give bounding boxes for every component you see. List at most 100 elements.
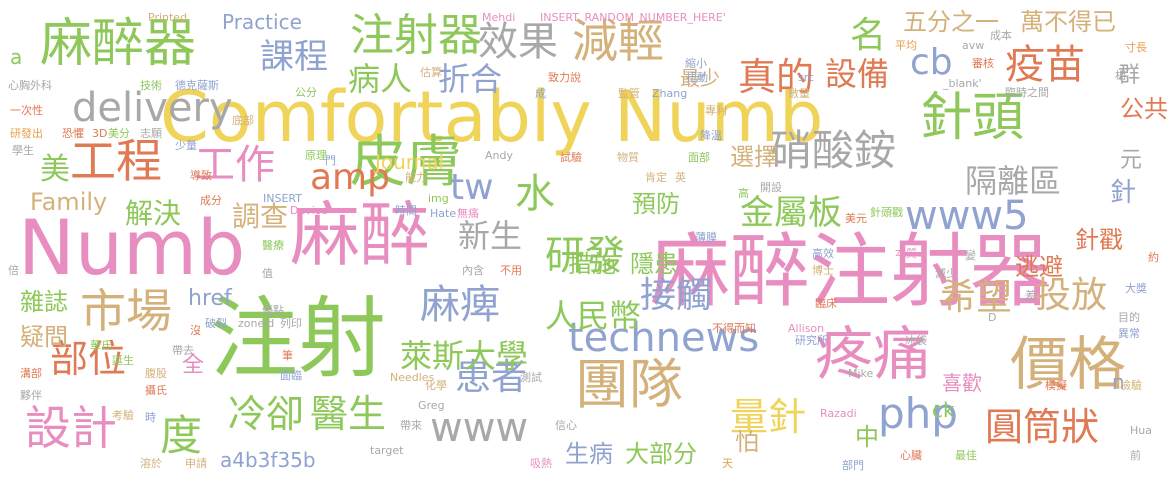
cloud-word-177: Needles (390, 371, 435, 384)
cloud-word-74: 生病 (565, 440, 613, 468)
cloud-word-102: _blank' (943, 77, 982, 90)
cloud-word-104: 公分 (295, 86, 317, 99)
cloud-word-103: 一次性 (10, 104, 43, 117)
cloud-word-38: 萊斯大學 (400, 337, 529, 375)
cloud-word-4: 注射 (210, 287, 387, 390)
cloud-word-164: 研究所 (795, 334, 828, 347)
cloud-word-95: 技術 (140, 79, 162, 92)
cloud-word-18: www (430, 405, 529, 451)
cloud-word-111: 3D (92, 127, 108, 140)
cloud-word-37: php (878, 389, 958, 438)
cloud-word-116: 學生 (12, 144, 34, 157)
cloud-word-161: Allison (788, 322, 825, 335)
cloud-word-59: 隱患 (630, 250, 678, 278)
cloud-word-64: 公共 (1120, 95, 1168, 123)
cloud-word-168: 筆 (282, 349, 293, 362)
cloud-word-27: 效果 (478, 19, 558, 65)
cloud-word-187: Hua (1130, 424, 1152, 437)
cloud-word-10: 團隊 (575, 353, 683, 416)
cloud-word-192: 天 (722, 457, 733, 470)
cloud-word-80: 群 (1118, 63, 1141, 88)
cloud-word-160: 沒 (190, 324, 201, 337)
cloud-word-134: 時間 (395, 204, 417, 217)
cloud-word-174: 攝氏 (145, 384, 167, 397)
cloud-word-92: 相 (1115, 69, 1126, 82)
cloud-word-41: 課程 (260, 37, 328, 77)
cloud-word-24: 研發 (545, 233, 625, 279)
cloud-word-146: 不用 (500, 264, 522, 277)
cloud-word-125: 導致 (190, 169, 212, 182)
cloud-word-69: 疑問 (20, 323, 68, 351)
cloud-word-14: 工程 (70, 134, 162, 188)
cloud-word-117: 少量 (175, 139, 197, 152)
cloud-word-137: 美元 (845, 212, 867, 225)
cloud-word-118: 原理 (305, 149, 327, 162)
cloud-word-156: 優點 (262, 304, 284, 317)
cloud-word-113: 志願 (140, 127, 162, 140)
cloud-word-46: 名 (850, 15, 887, 56)
cloud-word-87: 平均 (895, 39, 917, 52)
cloud-word-185: 帶來 (400, 419, 422, 432)
cloud-word-42: amp (310, 157, 390, 198)
cloud-word-29: 設計 (25, 401, 117, 455)
cloud-word-17: technews (568, 315, 760, 361)
cloud-word-26: 金屬板 (740, 193, 842, 233)
cloud-word-58: 措施 (568, 250, 616, 278)
cloud-word-107: Zhang (652, 87, 688, 100)
cloud-word-34: 接觸 (640, 275, 713, 316)
cloud-word-152: 差 (1025, 289, 1036, 302)
cloud-word-163: 異常 (1118, 327, 1140, 340)
cloud-word-91: 審核 (972, 57, 994, 70)
cloud-word-65: 五分之一 (903, 8, 999, 36)
cloud-word-48: 折合 (438, 60, 503, 98)
cloud-word-157: 臨床 (815, 297, 837, 310)
cloud-word-183: Razadi (820, 407, 857, 420)
cloud-word-97: 估算 (420, 66, 442, 79)
cloud-word-50: 新生 (458, 217, 523, 255)
cloud-word-191: 吸熱 (530, 457, 552, 470)
cloud-word-130: INSERT (263, 192, 302, 205)
cloud-word-56: Practice (222, 10, 302, 34)
cloud-word-101: 數量 (788, 87, 810, 100)
cloud-word-61: 選擇 (730, 143, 778, 171)
cloud-word-94: 心胸外科 (8, 79, 52, 92)
cloud-word-67: 最少 (680, 66, 720, 90)
cloud-word-25: 真的 (738, 55, 815, 99)
cloud-word-169: 誕生 (112, 354, 134, 367)
cloud-word-170: 腹股 (145, 367, 167, 380)
cloud-word-1: 麻醉注射器 (650, 225, 1050, 318)
cloud-word-132: 高 (738, 187, 749, 200)
cloud-word-40: 隔離區 (965, 162, 1062, 200)
cloud-word-114: 底部 (232, 114, 254, 127)
cloud-word-99: 扭動 (686, 71, 708, 84)
cloud-word-179: 檢驗 (1120, 379, 1142, 392)
cloud-word-184: 時 (145, 411, 156, 424)
cloud-word-52: 解決 (125, 197, 182, 230)
cloud-word-5: 麻醉器 (40, 14, 197, 74)
cloud-word-55: Journal (375, 150, 445, 174)
cloud-word-181: 考驗 (112, 409, 134, 422)
cloud-word-138: 針頭戳 (870, 206, 903, 219)
cloud-word-110: 恐懼 (62, 127, 84, 140)
cloud-word-120: Andy (485, 149, 513, 162)
cloud-word-8: 疼痛 (815, 320, 932, 388)
cloud-word-16: www5 (905, 193, 1029, 239)
cloud-word-154: zoneid (238, 317, 275, 330)
cloud-word-106: 監管 (618, 87, 640, 100)
cloud-word-47: 病人 (348, 60, 413, 98)
cloud-word-159: 目的 (1118, 311, 1140, 324)
cloud-word-81: a (10, 45, 23, 69)
cloud-word-151: 大獎 (1125, 282, 1147, 295)
cloud-word-85: Mehdi (482, 11, 516, 24)
cloud-word-189: 申請 (185, 457, 207, 470)
cloud-word-0: Comfortably Numb (160, 76, 824, 158)
cloud-word-153: 破裂 (205, 317, 227, 330)
cloud-word-142: 本質 (895, 247, 917, 260)
cloud-word-96: 德克薩斯 (175, 79, 219, 92)
cloud-word-19: delivery (72, 85, 233, 131)
cloud-word-33: 患者 (455, 357, 528, 398)
cloud-word-144: 值 (262, 267, 273, 280)
cloud-word-62: 逃避 (1015, 253, 1063, 281)
cloud-word-88: avw (962, 39, 985, 52)
